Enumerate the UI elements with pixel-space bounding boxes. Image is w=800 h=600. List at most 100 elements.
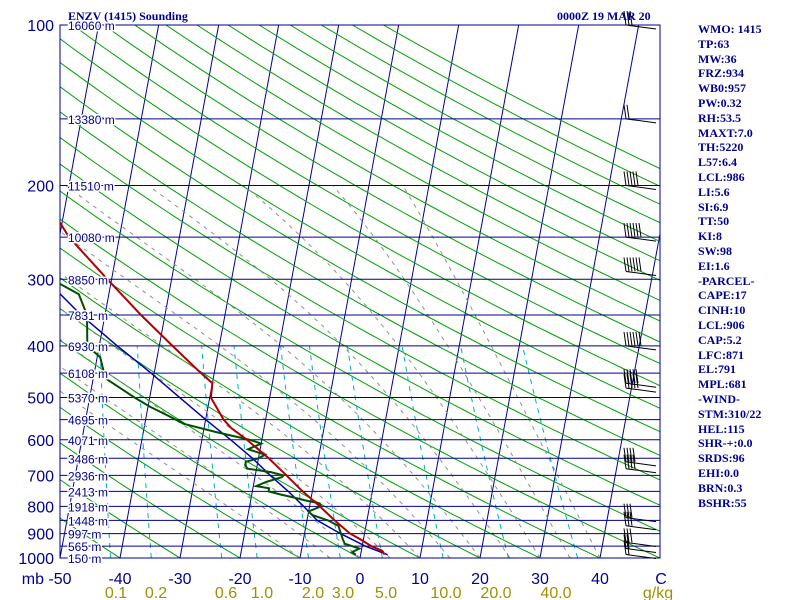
dry-adiabat <box>60 479 181 558</box>
barb-flag <box>629 223 633 238</box>
dry-adiabat <box>103 25 660 343</box>
height-label: 565 m <box>68 540 101 554</box>
barb-shaft <box>625 541 657 547</box>
index-line: LI:5.6 <box>698 184 730 199</box>
index-line: MAXT:7.0 <box>698 125 753 140</box>
moist-adiabat <box>243 185 541 558</box>
barb-shaft <box>625 345 657 351</box>
barb-flag <box>632 454 636 469</box>
dry-adiabat <box>60 190 660 532</box>
height-label: 10080 m <box>68 231 115 245</box>
index-line: MW:36 <box>698 51 737 66</box>
dry-adiabat <box>60 277 542 558</box>
barb-flag <box>632 223 636 238</box>
isotherm-line <box>479 25 580 558</box>
barb-flag <box>623 10 627 26</box>
barb-shaft <box>625 387 657 393</box>
mixing-ratio-label: 20.0 <box>480 585 511 600</box>
mixing-ratio-label: 40.0 <box>540 585 571 600</box>
moist-adiabat <box>60 272 421 558</box>
barb-flag <box>635 369 639 384</box>
dry-adiabat <box>196 25 660 281</box>
index-line: SW:98 <box>698 243 733 258</box>
temperature-label: -50 <box>48 571 71 588</box>
barb-flag <box>626 331 630 346</box>
barb-shaft <box>625 270 657 276</box>
barb-shaft <box>625 24 657 30</box>
index-line: L57:6.4 <box>698 155 737 170</box>
height-label: 3486 m <box>68 452 108 466</box>
sounding-time: 0000Z 19 MAR 20 <box>557 9 651 23</box>
barb-flag <box>623 223 627 238</box>
wind-barb <box>623 331 657 351</box>
mixing-ratio-label: 5.0 <box>375 585 397 600</box>
dry-adiabat <box>60 163 660 506</box>
dry-adiabat <box>60 307 482 558</box>
indices-panel: WMO: 1415 TP:63 MW:36 FRZ:934 WB0:957 PW:0.32… <box>698 22 798 510</box>
barb-flag <box>629 447 633 462</box>
barb-flag <box>629 503 633 518</box>
height-label: 997 m <box>68 528 101 542</box>
wind-barb <box>623 534 657 554</box>
profile-curves <box>60 220 388 556</box>
index-line: KI:8 <box>698 229 722 244</box>
barb-flag <box>623 369 627 384</box>
barb-flag <box>623 171 627 186</box>
pressure-label: 900 <box>27 527 54 544</box>
barb-shaft <box>625 468 657 474</box>
dry-adiabat <box>60 339 422 558</box>
temperature-label: -10 <box>288 571 311 588</box>
barb-flag <box>638 257 642 272</box>
barb-flag <box>629 454 633 469</box>
isotherm-line <box>60 25 160 558</box>
height-label: 6108 m <box>68 367 108 381</box>
barb-flag <box>635 374 639 389</box>
barb-flag <box>635 223 639 238</box>
wind-barbs <box>623 10 657 559</box>
pressure-label: 100 <box>27 18 54 35</box>
barb-flag <box>626 503 630 518</box>
barb-flag <box>626 447 630 462</box>
mixing-ratio-label: 0.6 <box>215 585 237 600</box>
barb-flag <box>629 257 633 272</box>
mixing-ratio-label: 1.0 <box>251 585 273 600</box>
index-line: EL:791 <box>698 362 737 377</box>
wind-barb <box>623 10 657 30</box>
temperature-label: 10 <box>411 571 429 588</box>
index-line: CAPE:17 <box>698 288 747 303</box>
barb-flag <box>629 10 633 26</box>
barb-flag <box>632 171 636 186</box>
height-label: 4695 m <box>68 414 108 428</box>
wind-barb <box>623 374 657 393</box>
isotherm-line <box>359 25 460 558</box>
wind-barb <box>623 171 657 190</box>
temperature-unit-label: C <box>655 571 667 588</box>
barb-flag <box>623 104 627 119</box>
barb-flag <box>623 447 627 462</box>
barb-flag <box>632 447 636 462</box>
dry-adiabat <box>60 442 241 558</box>
index-line: HEL:115 <box>698 421 745 436</box>
height-label: 2413 m <box>68 485 108 499</box>
dry-adiabat <box>227 25 660 262</box>
barb-flag <box>629 374 633 389</box>
temperature-label: -30 <box>168 571 191 588</box>
barb-flag <box>626 511 630 526</box>
station-title: ENZV (1415) Sounding <box>68 9 188 23</box>
dry-adiabat <box>60 247 602 558</box>
index-line: TT:50 <box>698 214 730 229</box>
isobar-lines <box>59 24 661 559</box>
barb-shaft <box>625 118 657 124</box>
barb-flag <box>626 528 630 543</box>
barb-shaft <box>625 382 657 388</box>
index-line: -WIND- <box>698 391 740 406</box>
barb-flag <box>623 331 627 346</box>
pressure-label: 200 <box>27 178 54 195</box>
parcel-curve <box>60 292 388 556</box>
index-line: RH:53.5 <box>698 110 741 125</box>
height-label: 6930 m <box>68 340 108 354</box>
index-line: WB0:957 <box>698 81 746 96</box>
barb-shaft <box>625 548 657 554</box>
barb-flag <box>623 374 627 389</box>
